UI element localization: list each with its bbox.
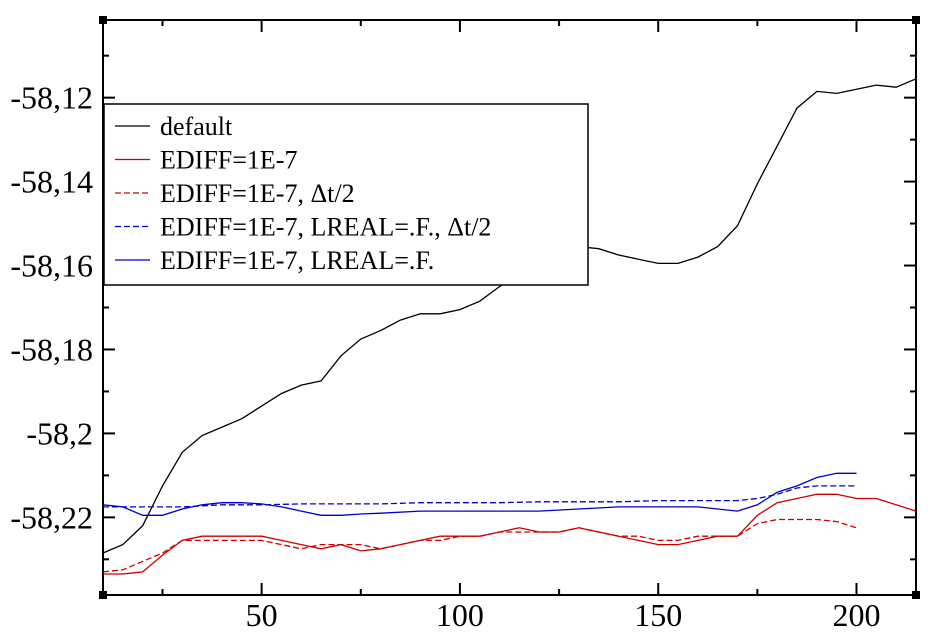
corner-marker xyxy=(912,16,920,24)
legend-box xyxy=(103,103,589,286)
legend-label: EDIFF=1E-7, LREAL=.F. xyxy=(160,246,434,275)
corner-marker xyxy=(99,591,107,599)
x-tick-label: 200 xyxy=(833,597,881,633)
series-line-3 xyxy=(102,518,857,573)
legend-label: EDIFF=1E-7, Δt/2 xyxy=(160,179,355,208)
series-line-5 xyxy=(102,472,857,516)
y-tick-label: -58,2 xyxy=(26,415,93,451)
x-tick-label: 100 xyxy=(436,597,484,633)
corner-marker xyxy=(912,591,920,599)
axis-tick-labels: 50 100 150 200 -58,12 -58,14 -58,16 -58,18 -58,2… xyxy=(10,80,880,633)
y-tick-label: -58,16 xyxy=(10,248,93,284)
legend-label: EDIFF=1E-7, LREAL=.F., Δt/2 xyxy=(160,213,491,242)
corner-markers xyxy=(99,16,920,599)
y-tick-label: -58,12 xyxy=(10,80,93,116)
y-tick-label: -58,22 xyxy=(10,499,93,535)
legend: default EDIFF=1E-7 EDIFF=1E-7, Δt/2 EDIFF=1… xyxy=(103,103,589,286)
series-line-4 xyxy=(103,485,857,508)
legend-label: EDIFF=1E-7 xyxy=(160,146,297,175)
y-tick-label: -58,14 xyxy=(10,164,93,200)
x-tick-label: 50 xyxy=(246,597,278,633)
legend-label: default xyxy=(160,112,233,141)
series-line-2 xyxy=(103,493,917,575)
corner-marker xyxy=(99,16,107,24)
x-tick-label: 150 xyxy=(634,597,682,633)
y-tick-label: -58,18 xyxy=(10,331,93,367)
